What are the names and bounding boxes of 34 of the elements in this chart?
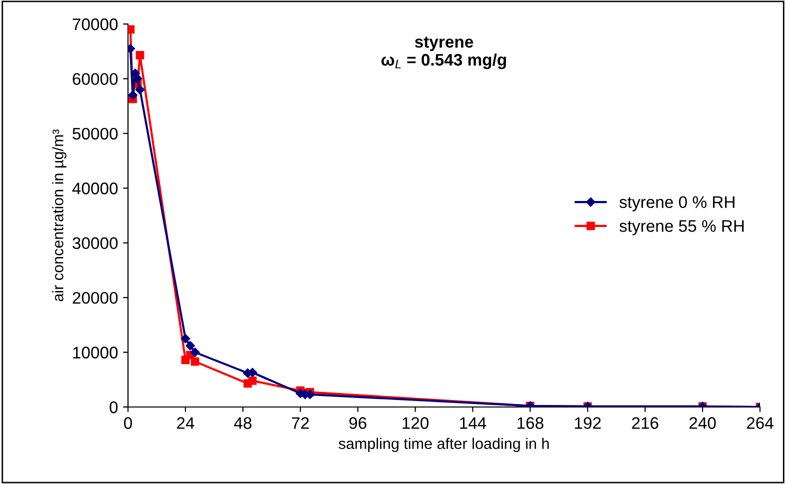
x-tick-label: 48 — [234, 417, 252, 429]
point — [128, 90, 138, 100]
x-tick-label: 0 — [124, 417, 132, 429]
point — [190, 348, 200, 357]
x-tick-label: 72 — [292, 417, 309, 429]
y-tick-label: 70000 — [72, 18, 118, 30]
y-tick-label: 50000 — [72, 128, 118, 140]
point — [136, 51, 144, 60]
x-tick-label: 144 — [460, 417, 486, 429]
x-tick-label: 24 — [177, 417, 194, 429]
x-tick-label: 120 — [402, 417, 429, 429]
y-tick-label: 20000 — [72, 292, 118, 304]
y-tick-label: 60000 — [72, 73, 118, 85]
point — [132, 74, 142, 84]
x-tick-label: 240 — [689, 417, 716, 429]
y-tick-label: 0 — [110, 401, 118, 414]
point — [248, 376, 257, 385]
legend-label: styrene 0 % RH — [619, 196, 734, 212]
y-tick-label: 10000 — [73, 346, 118, 358]
point — [180, 334, 190, 344]
y-axis-title: air concentration in µg/m³ — [52, 129, 66, 302]
x-tick-label: 264 — [746, 417, 774, 429]
y-tick-label: 30000 — [72, 237, 118, 250]
point — [186, 341, 195, 350]
x-tick-label: 168 — [518, 417, 544, 429]
x-axis-title: sampling time after loading in h — [338, 438, 549, 452]
x-tick-label: 192 — [575, 417, 601, 429]
x-tick-label: 216 — [632, 417, 658, 429]
point — [190, 357, 200, 366]
chart-title: styrene ω$_{L}$ = 0.543 mg/g — [381, 36, 506, 70]
point — [135, 85, 145, 94]
legend-label: styrene 55 % RH — [619, 220, 744, 236]
x-tick-label: 96 — [349, 417, 366, 429]
y-tick-label: 40000 — [72, 182, 118, 194]
